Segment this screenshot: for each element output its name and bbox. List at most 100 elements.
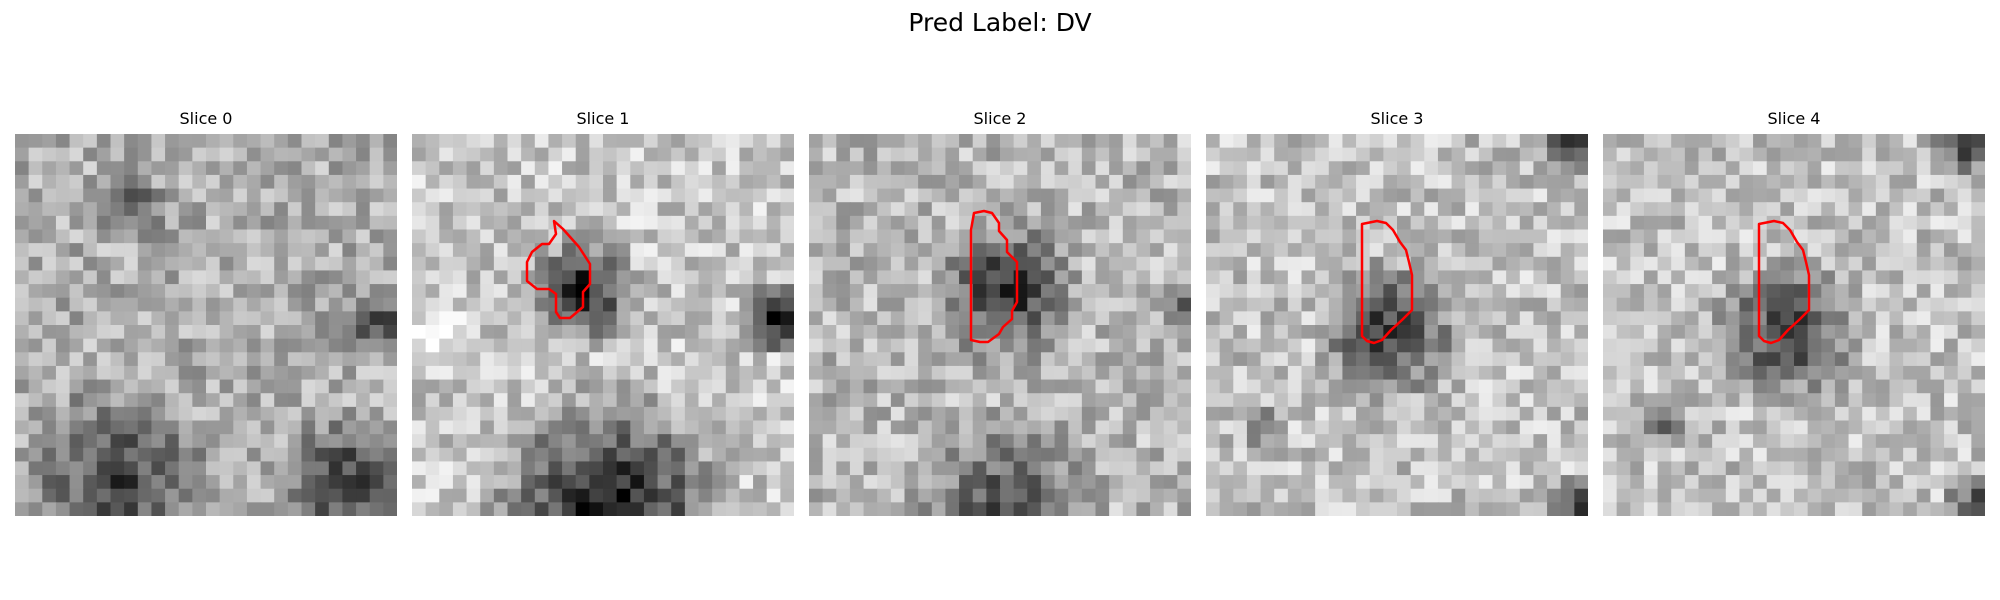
image-pixel — [698, 475, 713, 490]
image-pixel — [1451, 393, 1466, 408]
image-pixel — [603, 365, 618, 381]
image-pixel — [1410, 147, 1425, 162]
image-pixel — [1957, 202, 1972, 217]
image-pixel — [110, 352, 125, 367]
image-pixel — [1246, 297, 1262, 312]
image-pixel — [1328, 215, 1344, 231]
image-pixel — [315, 475, 330, 490]
image-pixel — [206, 270, 221, 285]
image-pixel — [1603, 502, 1618, 516]
image-pixel — [342, 311, 357, 326]
image-pixel — [1246, 420, 1262, 435]
image-pixel — [1712, 284, 1727, 299]
image-pixel — [452, 461, 468, 476]
image-pixel — [1356, 393, 1371, 408]
image-pixel — [1903, 256, 1918, 272]
image-pixel — [1027, 161, 1042, 176]
image-pixel — [55, 147, 71, 162]
image-pixel — [1136, 434, 1151, 449]
image-pixel — [356, 338, 371, 353]
image-pixel — [1930, 215, 1945, 231]
image-pixel — [28, 488, 43, 503]
image-pixel — [548, 284, 563, 299]
image-pixel — [1328, 461, 1344, 476]
image-pixel — [507, 134, 522, 149]
segmentation-contour — [1360, 219, 1414, 345]
image-pixel — [809, 188, 824, 203]
image-pixel — [1136, 352, 1151, 367]
image-pixel — [1603, 174, 1618, 190]
image-pixel — [1150, 147, 1165, 162]
image-pixel — [96, 256, 112, 272]
image-pixel — [1848, 134, 1863, 149]
image-pixel — [1177, 229, 1191, 244]
image-pixel — [931, 488, 947, 503]
image-pixel — [863, 243, 878, 258]
image-pixel — [452, 147, 468, 162]
image-pixel — [466, 256, 481, 272]
image-pixel — [877, 488, 892, 503]
image-pixel — [301, 325, 316, 340]
image-pixel — [1766, 215, 1781, 231]
image-pixel — [1957, 297, 1972, 312]
image-pixel — [1657, 434, 1672, 449]
image-pixel — [1163, 338, 1178, 353]
image-pixel — [534, 447, 550, 463]
image-pixel — [55, 243, 71, 258]
slice-image — [809, 134, 1191, 516]
image-pixel — [548, 488, 563, 503]
image-pixel — [315, 188, 330, 203]
image-pixel — [1301, 270, 1316, 285]
image-pixel — [1301, 256, 1316, 272]
image-pixel — [1287, 434, 1303, 449]
image-pixel — [1206, 379, 1221, 394]
image-pixel — [1547, 134, 1562, 149]
image-pixel — [1260, 338, 1275, 353]
image-pixel — [83, 420, 98, 435]
image-pixel — [534, 147, 550, 162]
image-pixel — [780, 365, 794, 381]
image-pixel — [1616, 284, 1631, 299]
image-pixel — [1328, 434, 1344, 449]
image-pixel — [1725, 447, 1741, 463]
image-pixel — [1163, 202, 1178, 217]
image-pixel — [562, 379, 577, 394]
image-pixel — [425, 475, 440, 490]
image-pixel — [1574, 475, 1588, 490]
image-pixel — [1150, 365, 1165, 381]
image-pixel — [439, 461, 454, 476]
image-pixel — [1342, 338, 1357, 353]
image-pixel — [1834, 338, 1850, 353]
image-pixel — [1712, 434, 1727, 449]
image-pixel — [1437, 447, 1453, 463]
image-pixel — [165, 134, 180, 149]
image-pixel — [1424, 215, 1439, 231]
image-pixel — [836, 161, 851, 176]
image-pixel — [466, 174, 481, 190]
image-pixel — [1206, 461, 1221, 476]
image-pixel — [28, 270, 43, 285]
image-pixel — [206, 338, 221, 353]
image-pixel — [945, 297, 960, 312]
image-pixel — [246, 202, 262, 217]
image-pixel — [1465, 311, 1480, 326]
image-pixel — [753, 229, 768, 244]
image-pixel — [1301, 379, 1316, 394]
image-pixel — [28, 188, 43, 203]
image-pixel — [301, 243, 316, 258]
image-pixel — [1109, 243, 1124, 258]
image-pixel — [562, 256, 577, 272]
image-pixel — [1150, 215, 1165, 231]
image-pixel — [178, 461, 193, 476]
image-pixel — [1342, 256, 1357, 272]
image-pixel — [684, 311, 700, 326]
image-pixel — [657, 447, 672, 463]
image-pixel — [890, 338, 906, 353]
image-pixel — [1766, 229, 1781, 244]
image-pixel — [1465, 461, 1480, 476]
image-pixel — [356, 134, 371, 149]
image-pixel — [1492, 447, 1507, 463]
image-pixel — [1342, 325, 1357, 340]
image-pixel — [986, 297, 1001, 312]
image-pixel — [165, 215, 180, 231]
